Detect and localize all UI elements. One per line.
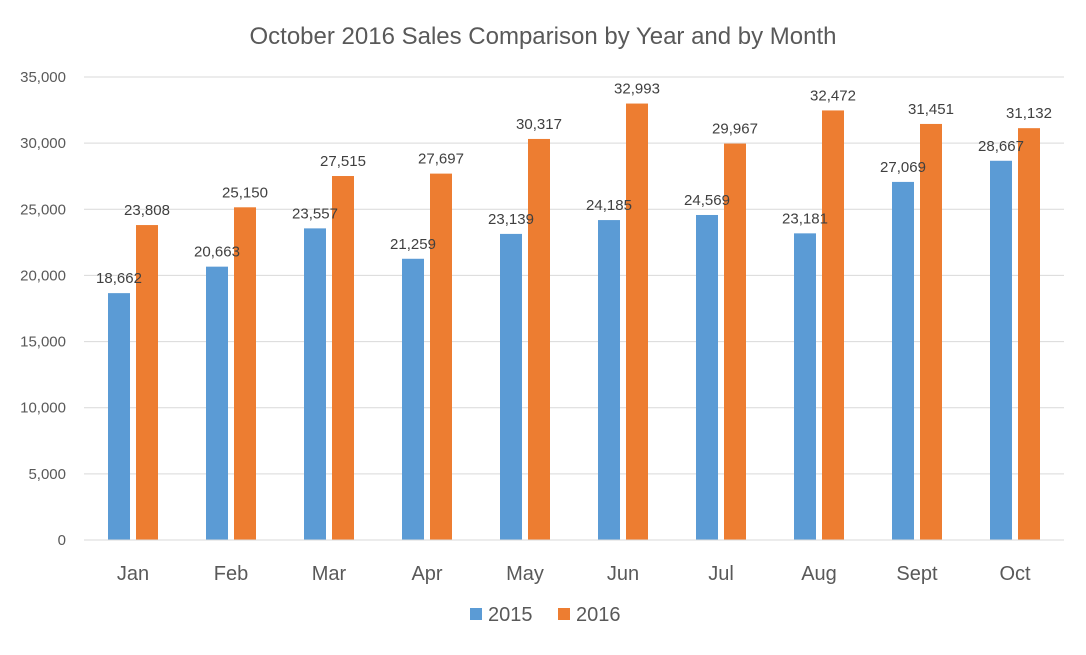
x-tick-label: Mar <box>312 563 347 585</box>
x-tick-label: Sept <box>896 563 938 585</box>
data-labels: 18,662 23,808 20,663 25,150 23,557 27,515 21,2… <box>96 81 1052 288</box>
bar-2016-Jan[interactable] <box>136 225 158 540</box>
x-tick-label: May <box>506 563 544 585</box>
x-tick-label: Jun <box>607 563 639 585</box>
data-label-2015-Jan: 18,662 <box>96 270 142 287</box>
data-label-2015-Oct: 28,667 <box>978 138 1024 155</box>
bar-2016-Apr[interactable] <box>430 173 452 540</box>
bar-2015-Feb[interactable] <box>206 266 228 540</box>
legend-item-2016[interactable]: 2016 <box>558 604 621 626</box>
y-tick-label: 25,000 <box>20 201 66 218</box>
gridlines <box>84 76 1064 541</box>
y-tick-label: 10,000 <box>20 400 66 417</box>
data-label-2015-Aug: 23,181 <box>782 210 828 227</box>
x-tick-label: Feb <box>214 563 248 585</box>
bars <box>108 103 1040 541</box>
bar-2016-Sept[interactable] <box>920 123 942 541</box>
bar-2015-Jan[interactable] <box>108 293 130 540</box>
legend-label: 2015 <box>488 604 533 626</box>
bar-2016-Aug[interactable] <box>822 110 844 540</box>
bar-2016-Mar[interactable] <box>332 176 354 540</box>
bar-2016-Jun[interactable] <box>626 103 648 540</box>
x-tick-label: Jan <box>117 563 149 585</box>
legend-label: 2016 <box>576 604 621 626</box>
y-tick-label: 30,000 <box>20 135 66 152</box>
chart-title: October 2016 Sales Comparison by Year an… <box>249 23 836 50</box>
x-axis: Jan Feb Mar Apr May Jun Jul Aug Sept Oct <box>84 539 1064 585</box>
bar-2015-Mar[interactable] <box>304 228 326 540</box>
bar-2016-Oct[interactable] <box>1018 128 1040 540</box>
data-label-2016-Jan: 23,808 <box>124 202 170 219</box>
legend[interactable]: 2015 2016 <box>470 604 621 626</box>
data-label-2016-May: 30,317 <box>516 116 562 133</box>
bar-2015-Apr[interactable] <box>402 258 424 540</box>
data-label-2016-Jun: 32,993 <box>614 81 660 98</box>
x-tick-label: Jul <box>708 563 734 585</box>
legend-swatch <box>558 608 570 620</box>
data-label-2016-Apr: 27,697 <box>418 151 464 168</box>
x-tick-label: Apr <box>411 563 442 585</box>
data-label-2015-May: 23,139 <box>488 211 534 228</box>
bar-2015-Jul[interactable] <box>696 214 718 540</box>
data-label-2016-Sept: 31,451 <box>908 101 954 118</box>
bar-2015-May[interactable] <box>500 233 522 540</box>
data-label-2015-Mar: 23,557 <box>292 205 338 222</box>
data-label-2016-Aug: 32,472 <box>810 87 856 104</box>
bar-2015-Aug[interactable] <box>794 233 816 540</box>
y-axis: 0 5,000 10,000 15,000 20,000 25,000 30,000 35,0… <box>20 69 66 549</box>
legend-item-2015[interactable]: 2015 <box>470 604 533 626</box>
data-label-2015-Sept: 27,069 <box>880 159 926 176</box>
x-tick-label: Aug <box>801 563 837 585</box>
bar-2015-Oct[interactable] <box>990 160 1012 540</box>
data-label-2016-Jul: 29,967 <box>712 121 758 138</box>
bar-2015-Sept[interactable] <box>892 181 914 540</box>
legend-swatch <box>470 608 482 620</box>
y-tick-label: 15,000 <box>20 334 66 351</box>
bar-2016-Jul[interactable] <box>724 143 746 540</box>
x-tick-label: Oct <box>999 563 1031 585</box>
data-label-2015-Feb: 20,663 <box>194 244 240 261</box>
bar-2016-May[interactable] <box>528 138 550 540</box>
bar-2015-Jun[interactable] <box>598 220 620 540</box>
y-tick-label: 35,000 <box>20 69 66 86</box>
bar-2016-Feb[interactable] <box>234 207 256 540</box>
data-label-2016-Feb: 25,150 <box>222 184 268 201</box>
data-label-2015-Jul: 24,569 <box>684 192 730 209</box>
y-tick-label: 20,000 <box>20 267 66 284</box>
data-label-2015-Jun: 24,185 <box>586 197 632 214</box>
y-tick-label: 5,000 <box>28 466 66 483</box>
y-tick-label: 0 <box>58 532 66 549</box>
data-label-2016-Mar: 27,515 <box>320 153 366 170</box>
data-label-2015-Apr: 21,259 <box>390 236 436 253</box>
data-label-2016-Oct: 31,132 <box>1006 105 1052 122</box>
